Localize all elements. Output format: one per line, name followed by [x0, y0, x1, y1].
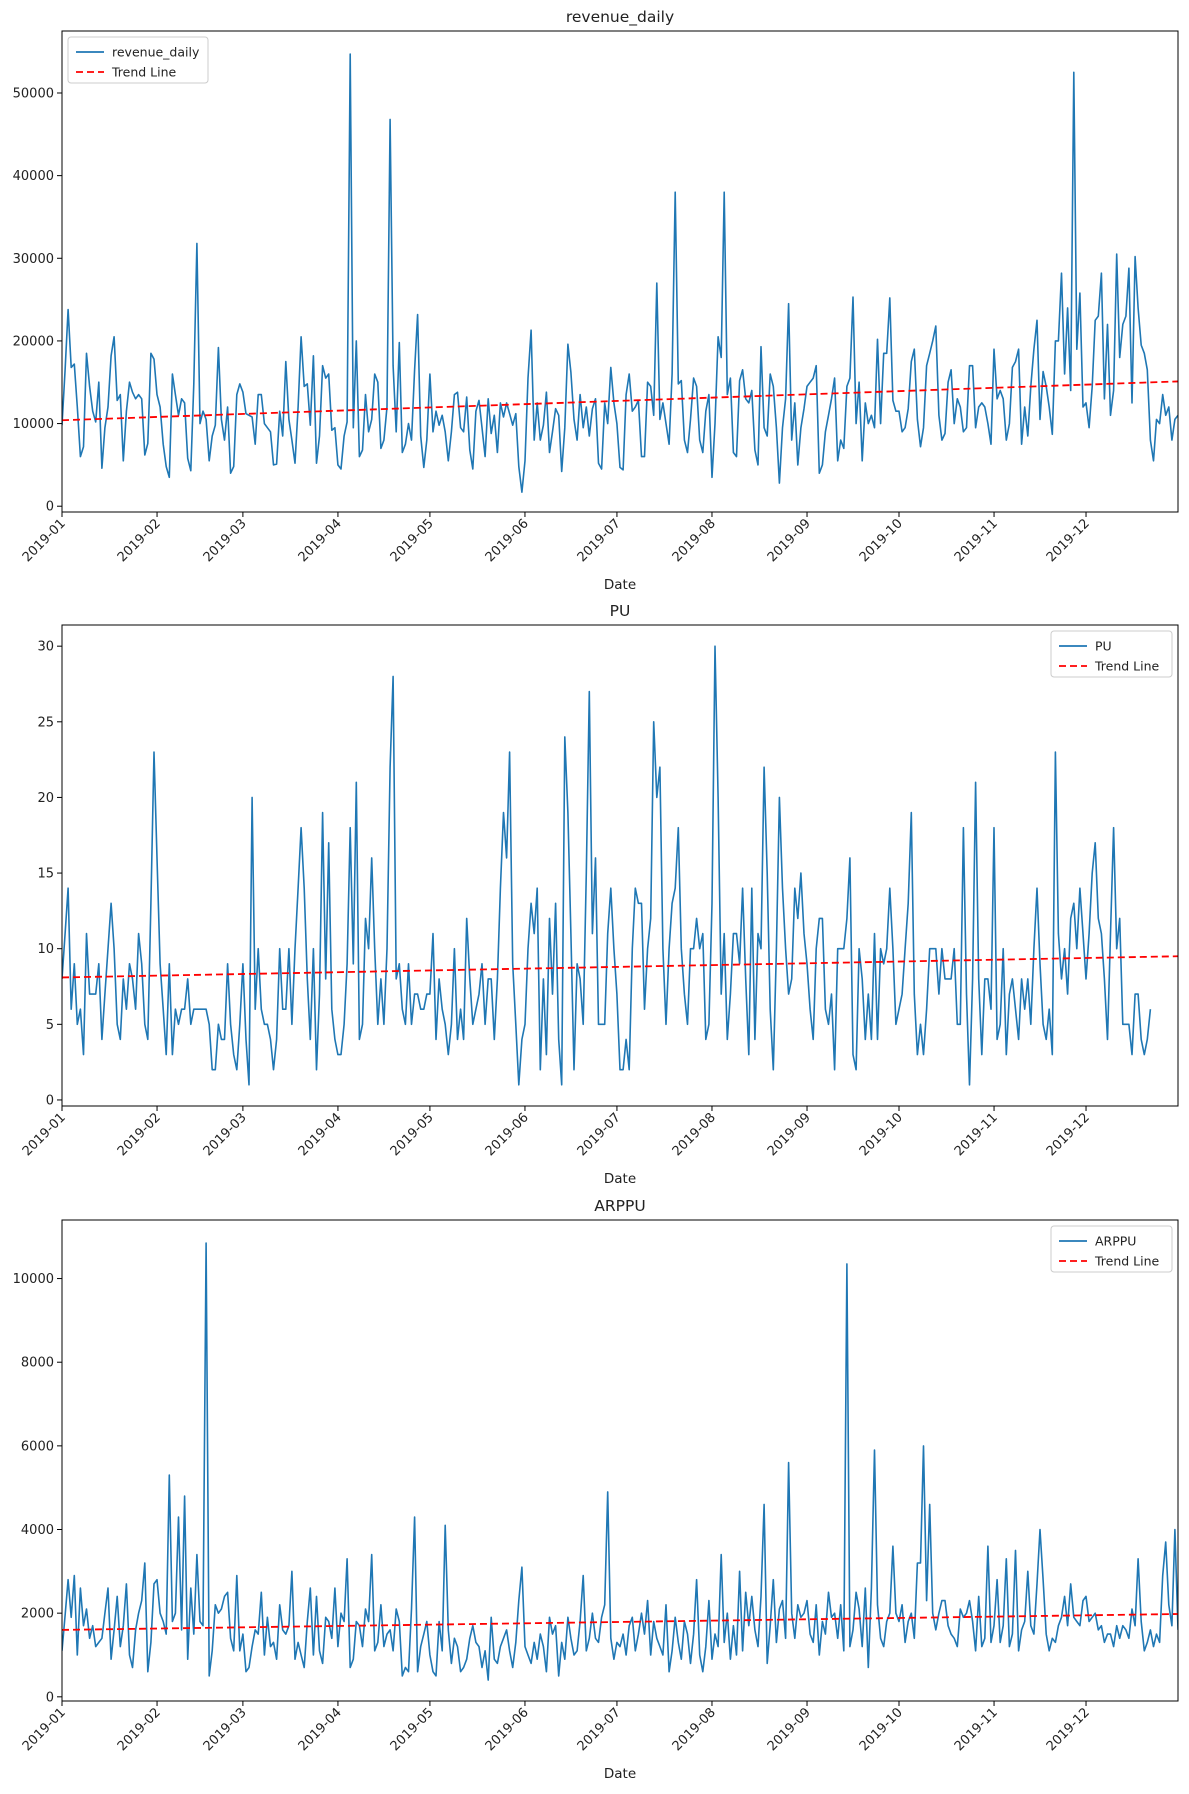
axes-frame: [61, 624, 1179, 1107]
x-tick-label: 2019-04: [296, 516, 345, 565]
legend: revenue_daily Trend Line: [67, 36, 209, 84]
x-tick-label: 2019-11: [952, 1110, 1001, 1159]
x-tick-label: 2019-08: [670, 1705, 719, 1754]
y-tick-label: 40000: [13, 169, 54, 184]
x-tick-label: 2019-12: [1044, 1110, 1093, 1159]
chart-title: PU: [610, 602, 631, 620]
x-tick-label: 2019-10: [857, 516, 906, 565]
x-tick-label: 2019-05: [388, 1110, 437, 1159]
x-tick-label: 2019-11: [952, 1705, 1001, 1754]
x-tick-label: 2019-06: [483, 1705, 532, 1754]
x-tick-label: 2019-02: [115, 516, 164, 565]
y-tick-label: 20000: [13, 334, 54, 349]
y-tick-label: 15: [37, 867, 54, 882]
legend-label: revenue_daily: [112, 45, 200, 60]
x-tick-label: 2019-04: [296, 1110, 345, 1159]
x-tick-label: 2019-10: [857, 1705, 906, 1754]
x-axis-label: Date: [604, 1171, 636, 1187]
chart-title: revenue_daily: [566, 8, 674, 27]
legend-label: ARPPU: [1095, 1234, 1136, 1249]
axes-frame: [61, 30, 1179, 513]
chart-0: revenue_daily 0 10000 20000 30000 40000 50000 2…: [13, 8, 1179, 593]
legend: PU Trend Line: [1050, 630, 1173, 678]
legend-label: Trend Line: [111, 65, 177, 80]
x-tick-label: 2019-11: [952, 516, 1001, 565]
x-tick-label: 2019-12: [1044, 1705, 1093, 1754]
legend-label: Trend Line: [1094, 1254, 1160, 1269]
chart-2: ARPPU 0 2000 4000 6000 8000 10000 2019-01 2019-0…: [13, 1197, 1179, 1782]
plot-area: [62, 53, 1178, 493]
y-tick-label: 2000: [21, 1607, 54, 1622]
x-tick-label: 2019-07: [575, 1110, 624, 1159]
x-tick-label: 2019-04: [296, 1705, 345, 1754]
y-tick-label: 4000: [21, 1523, 54, 1538]
x-tick-label: 2019-09: [765, 516, 814, 565]
x-tick-label: 2019-07: [575, 516, 624, 565]
x-tick-label: 2019-06: [483, 1110, 532, 1159]
legend: ARPPU Trend Line: [1050, 1225, 1173, 1273]
x-tick-label: 2019-09: [765, 1705, 814, 1754]
plot-area: [62, 645, 1178, 1086]
series-line-pu: [62, 645, 1152, 1086]
y-tick-label: 0: [46, 1093, 54, 1108]
x-axis-label: Date: [604, 577, 636, 593]
x-tick-label: 2019-10: [857, 1110, 906, 1159]
y-tick-label: 10000: [13, 1272, 54, 1287]
y-tick-label: 0: [46, 500, 54, 515]
trend-line: [62, 380, 1178, 422]
x-tick-label: 2019-02: [115, 1705, 164, 1754]
x-axis-label: Date: [604, 1766, 636, 1782]
x-tick-label: 2019-07: [575, 1705, 624, 1754]
x-tick-label: 2019-01: [20, 1705, 69, 1754]
plot-area: [62, 1242, 1178, 1681]
series-line-arppu: [62, 1242, 1178, 1681]
y-tick-label: 10000: [13, 417, 54, 432]
y-tick-label: 50000: [13, 86, 54, 101]
y-tick-label: 6000: [21, 1439, 54, 1454]
x-tick-label: 2019-08: [670, 516, 719, 565]
trend-line: [62, 1613, 1178, 1631]
legend-label: PU: [1095, 639, 1112, 654]
x-tick-label: 2019-06: [483, 516, 532, 565]
x-tick-label: 2019-01: [20, 1110, 69, 1159]
y-tick-label: 30000: [13, 252, 54, 267]
x-tick-label: 2019-12: [1044, 516, 1093, 565]
x-tick-label: 2019-03: [201, 1110, 250, 1159]
y-tick-label: 5: [46, 1018, 54, 1033]
x-tick-label: 2019-03: [201, 1705, 250, 1754]
x-tick-label: 2019-05: [388, 1705, 437, 1754]
chart-1: PU 0 5 10 15 20 25 30 2019-01 2019-02 2019-03 2019-…: [20, 602, 1179, 1187]
y-tick-label: 30: [37, 640, 54, 655]
x-tick-label: 2019-05: [388, 516, 437, 565]
x-tick-label: 2019-03: [201, 516, 250, 565]
x-tick-label: 2019-01: [20, 516, 69, 565]
y-tick-label: 8000: [21, 1356, 54, 1371]
x-tick-label: 2019-02: [115, 1110, 164, 1159]
legend-label: Trend Line: [1094, 659, 1160, 674]
y-tick-label: 10: [37, 942, 54, 957]
y-tick-label: 0: [46, 1690, 54, 1705]
y-tick-label: 20: [37, 791, 54, 806]
trend-line: [62, 955, 1178, 979]
x-tick-label: 2019-08: [670, 1110, 719, 1159]
x-tick-label: 2019-09: [765, 1110, 814, 1159]
chart-title: ARPPU: [594, 1197, 645, 1215]
y-tick-label: 25: [37, 715, 54, 730]
series-line-revenue-daily: [62, 53, 1178, 493]
axes-frame: [61, 1219, 1179, 1702]
